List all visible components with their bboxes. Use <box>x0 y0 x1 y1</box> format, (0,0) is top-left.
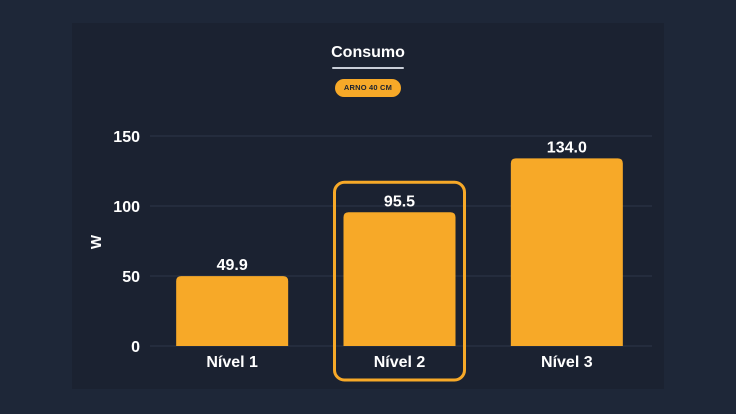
bar-value-label: 95.5 <box>384 193 415 210</box>
x-tick-label: Nível 1 <box>206 354 258 371</box>
bar-value-label: 134.0 <box>547 139 587 156</box>
bar-value-label: 49.9 <box>217 257 248 274</box>
title-underline <box>332 67 404 69</box>
y-tick-label: 100 <box>113 199 140 216</box>
y-tick-label: 150 <box>113 129 140 146</box>
y-axis-ticks: 0 50 100 150 <box>113 129 140 356</box>
chart-title: Consumo <box>331 44 405 61</box>
bar <box>343 212 456 346</box>
y-tick-label: 0 <box>131 339 140 356</box>
x-tick-label: Nível 2 <box>374 354 426 371</box>
subtitle-badge: ARNO 40 CM <box>335 79 401 97</box>
bar <box>176 276 289 346</box>
x-tick-label: Nível 3 <box>541 354 593 371</box>
highlight-frame <box>333 180 466 382</box>
bars: 49.9 Nível 1 95.5 Nível 2 134.0 Nível 3 <box>176 139 623 382</box>
bar <box>510 158 623 346</box>
y-axis-label: W <box>88 234 105 249</box>
y-tick-label: 50 <box>122 269 140 286</box>
